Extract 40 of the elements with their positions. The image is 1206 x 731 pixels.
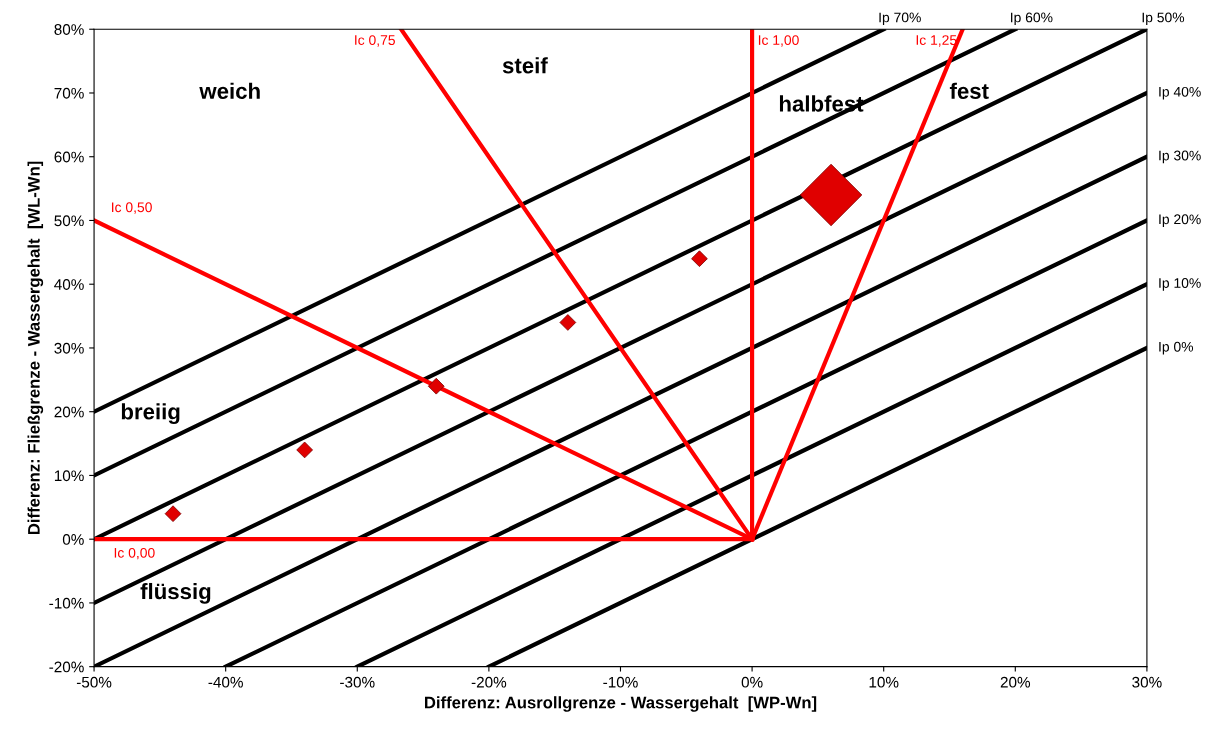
series-label: Ic 1,00 xyxy=(758,35,799,47)
y-tick-label: 30% xyxy=(54,342,84,354)
annotation: steif xyxy=(502,57,548,74)
y-tick-label: 20% xyxy=(54,406,84,418)
x-tick-label: 20% xyxy=(1000,676,1031,688)
y-tick-label: 50% xyxy=(54,215,84,227)
annotation: weich xyxy=(199,82,260,99)
annotation: flüssig xyxy=(140,582,211,604)
x-tick-label: -30% xyxy=(340,676,375,688)
x-axis-title: Differenz: Ausrollgrenze - Wassergehalt [WP-Wn] xyxy=(425,696,817,712)
x-tick-label: 0% xyxy=(741,676,763,688)
y-axis-title: Differenz: Fließgrenze - Wassergehalt [WL-Wn] xyxy=(27,161,44,535)
series-label: Ic 0,75 xyxy=(355,35,395,47)
series-label: Ic 0,00 xyxy=(114,547,155,560)
series-label: Ip 70% xyxy=(879,12,921,26)
y-tick-label: -10% xyxy=(49,597,84,609)
x-tick-label: -20% xyxy=(471,676,507,688)
y-tick-label: 70% xyxy=(54,87,84,99)
series-label: Ip 0% xyxy=(1159,341,1194,355)
series-label: Ip 50% xyxy=(1142,12,1185,26)
y-tick-label: 60% xyxy=(54,151,84,163)
x-tick-label: -10% xyxy=(603,676,638,688)
series-label: Ip 10% xyxy=(1159,278,1201,291)
series-label: Ip 20% xyxy=(1159,214,1201,227)
y-tick-label: 40% xyxy=(54,279,84,290)
annotation: fest xyxy=(949,82,989,99)
series-label: Ic 0,50 xyxy=(112,202,152,214)
series-label: Ip 40% xyxy=(1159,86,1201,100)
x-tick-label: -50% xyxy=(76,676,112,688)
x-tick-label: 30% xyxy=(1132,676,1162,688)
series-label: Ip 30% xyxy=(1159,150,1201,164)
y-tick-label: 0% xyxy=(62,534,84,545)
x-tick-label: 10% xyxy=(869,676,899,688)
annotation: breiig xyxy=(121,403,180,425)
y-tick-label: -20% xyxy=(49,661,84,673)
x-tick-label: -40% xyxy=(208,676,243,688)
series-label: Ic 1,25 xyxy=(916,35,957,47)
y-tick-label: 10% xyxy=(54,470,84,482)
series-label: Ip 60% xyxy=(1011,12,1053,26)
y-tick-label: 80% xyxy=(54,24,84,35)
